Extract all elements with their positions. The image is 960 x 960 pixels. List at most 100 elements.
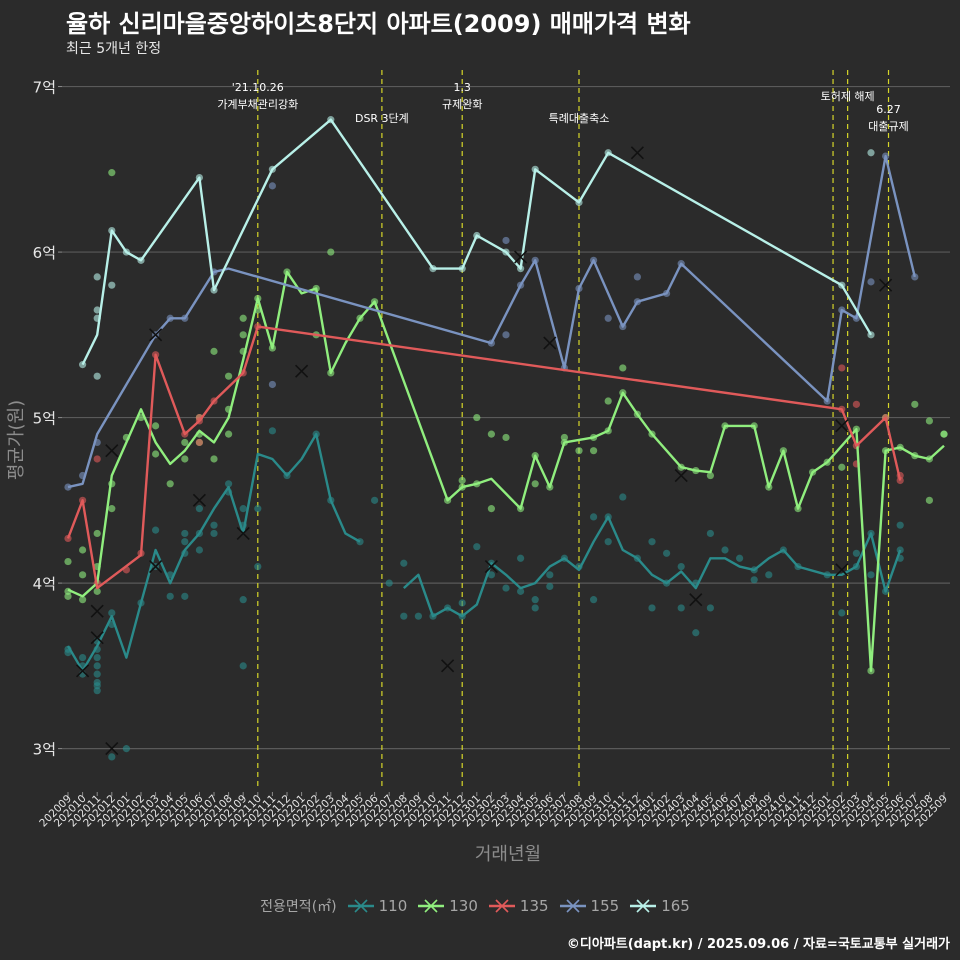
data-point-110 [677,562,685,571]
cross-marker-155 [630,146,644,160]
legend-key-110 [347,899,374,913]
data-point-155 [867,278,875,286]
data-point-165 [108,281,116,289]
data-point-130 [225,430,233,438]
data-point-110 [254,562,262,571]
cross-marker-110 [835,563,849,577]
data-point-130 [911,400,919,408]
data-point-110 [210,521,218,529]
x-axis: 2020092020102020112020122021012021022021… [37,792,950,829]
data-point-130 [838,463,846,471]
data-point-110 [268,427,276,435]
legend-key-cross [565,899,580,913]
cross-markers [76,146,893,756]
data-point-110 [181,529,189,538]
data-point-110 [93,653,101,662]
data-point-130 [225,372,233,380]
event-label: DSR 3단계 [355,112,409,125]
legend-key-cross [495,899,509,913]
data-point-155 [64,483,72,491]
cross-marker-130 [90,604,104,618]
data-point-110 [619,493,627,501]
data-point-110 [896,521,904,529]
data-point-110 [750,576,758,584]
data-point-110 [546,571,554,579]
data-point-110 [239,596,247,604]
event-label: 가계부채관리강화 [217,98,298,111]
source-caption: ©디아파트(dapt.kr) / 2025.09.06 / 자료=국토교통부 실… [566,937,950,952]
series-lines [66,118,945,672]
scatter-points [64,116,948,761]
data-point-130 [619,364,627,372]
data-point-110 [531,596,539,604]
cross-marker-130 [835,419,849,433]
event-label: 특례대출축소 [549,112,610,125]
data-point-110 [852,549,861,557]
data-point-110 [736,554,744,562]
y-axis: 3억 4억 5억 6억 7억 [33,79,62,759]
data-point-110 [838,609,846,617]
data-point-110 [93,678,101,687]
cross-marker-130 [295,364,309,378]
data-point-110 [663,549,671,557]
data-point-110 [473,543,481,551]
data-point-110 [254,505,262,513]
event-label: 1.3 [453,81,471,94]
data-point-110 [122,745,130,753]
chart-subtitle: 최근 5개년 한정 [66,41,162,57]
data-point-130 [93,587,101,595]
data-point-110 [487,571,495,579]
legend-key-130 [418,899,445,913]
data-point-155 [633,273,642,281]
cross-marker-155 [514,250,528,264]
data-point-110 [648,538,656,546]
y-tick-label: 3억 [33,741,56,759]
data-point-130 [210,347,218,355]
data-point-155 [502,236,510,245]
cross-marker-155 [149,328,163,342]
legend-label: 155 [590,897,620,915]
data-point-130 [487,505,495,513]
y-tick-label: 6억 [33,244,56,262]
event-label: 토허제 해제 [821,89,875,103]
data-point-110 [79,653,87,662]
data-point-130 [327,248,335,256]
data-point-110 [93,670,101,678]
data-point-110 [371,496,379,504]
data-point-165 [93,306,101,314]
data-point-110 [108,753,116,761]
legend: 전용면적(㎡) 110 130 135 155 165 [0,896,960,916]
data-point-110 [195,505,203,513]
cross-marker-110 [192,493,206,507]
data-point-155 [268,182,276,190]
data-point-110 [239,662,247,670]
legend-title: 전용면적(㎡) [260,899,337,915]
data-point-130 [940,430,948,438]
series-line-165 [81,118,873,366]
legend-item-135: 135 [488,896,549,916]
data-point-110 [93,662,101,670]
event-label: 6.27 [876,103,901,116]
cross-marker-155 [879,278,893,292]
data-point-110 [677,604,685,612]
data-point-110 [195,546,203,554]
chart-title: 율하 신리마을중앙하이츠8단지 아파트(2009) 매매가격 변화 [66,10,691,38]
data-point-110 [400,559,408,567]
series-line-155 [67,154,916,489]
cross-marker-130 [674,468,688,483]
cross-marker-130 [105,444,119,458]
legend-key-cross [424,899,438,913]
data-point-130 [64,557,72,566]
event-label: 대출규제 [868,120,908,133]
cross-marker-110 [441,659,455,673]
data-point-155 [604,314,612,322]
cross-marker-110 [149,559,163,574]
data-point-130 [152,422,160,430]
data-point-110 [225,480,233,488]
data-point-130 [93,529,101,538]
data-point-110 [239,505,247,513]
data-point-110 [108,609,116,617]
data-point-110 [458,599,466,607]
event-lines [257,70,890,790]
